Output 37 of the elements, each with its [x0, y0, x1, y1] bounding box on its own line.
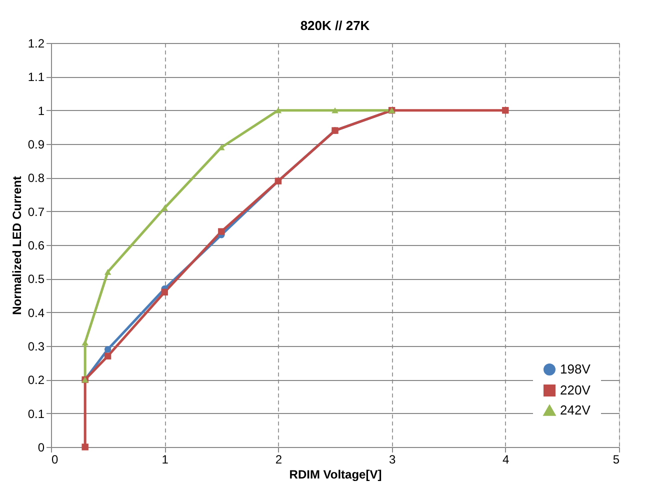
y-tick-label: 0 [38, 440, 45, 454]
y-tick-label: 1.2 [28, 36, 45, 50]
x-tick-label: 0 [52, 452, 58, 466]
y-tick-label: 1 [38, 104, 45, 118]
y-tick-label: 0.8 [28, 171, 45, 186]
x-tick-label: 2 [275, 452, 282, 466]
chart-title: 820K // 27K [300, 18, 370, 33]
y-tick-label: 0.7 [28, 204, 45, 219]
y-tick-label: 0.5 [28, 272, 45, 286]
point [161, 205, 168, 211]
x-tick-label: 4 [502, 452, 510, 466]
legend-label: 220V [560, 382, 591, 398]
y-tick-label: 0.6 [28, 238, 45, 252]
y-tick-label: 0.3 [28, 340, 45, 354]
point [104, 352, 112, 360]
point [332, 107, 338, 114]
x-tick-label: 1 [162, 452, 169, 466]
point [82, 340, 88, 346]
point [104, 346, 112, 353]
y-tick-label: 0.2 [28, 373, 45, 388]
point [161, 288, 168, 296]
point [502, 106, 509, 114]
point [82, 444, 88, 450]
y-tick-label: 0.4 [28, 306, 45, 320]
point [218, 228, 225, 235]
y-tick-label: 0.9 [28, 138, 45, 152]
point [274, 107, 282, 114]
y-axis-title: Normalized LED Current [10, 176, 24, 315]
y-tick-label: 1.1 [28, 70, 45, 84]
legend-label: 242V [560, 402, 591, 418]
point [218, 144, 225, 150]
y-tick-label: 0.1 [28, 406, 45, 421]
x-tick-label: 3 [388, 452, 396, 466]
legend-label: 198V [560, 362, 591, 376]
x-tick-label: 5 [612, 452, 620, 466]
x-axis-title: RDIM Voltage[V] [289, 468, 382, 482]
point [104, 269, 112, 275]
